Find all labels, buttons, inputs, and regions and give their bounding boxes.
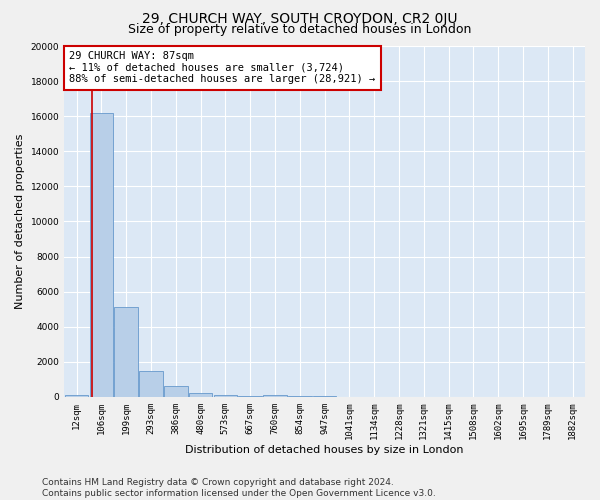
Bar (65, 395, 88, 397)
Text: 29 CHURCH WAY: 87sqm
← 11% of detached houses are smaller (3,724)
88% of semi-de: 29 CHURCH WAY: 87sqm ← 11% of detached h… (70, 52, 376, 84)
Text: Contains HM Land Registry data © Crown copyright and database right 2024.
Contai: Contains HM Land Registry data © Crown c… (42, 478, 436, 498)
Bar (238, 396, 262, 397)
Bar (139, 370, 163, 397)
Bar (313, 396, 337, 397)
Text: 29, CHURCH WAY, SOUTH CROYDON, CR2 0JU: 29, CHURCH WAY, SOUTH CROYDON, CR2 0JU (142, 12, 458, 26)
Bar (115, 308, 138, 397)
X-axis label: Distribution of detached houses by size in London: Distribution of detached houses by size … (185, 445, 464, 455)
Bar (89, 112, 113, 397)
Bar (214, 395, 237, 397)
Bar (288, 396, 311, 397)
Bar (164, 386, 188, 397)
Bar (189, 394, 212, 397)
Bar (263, 395, 287, 397)
Text: Size of property relative to detached houses in London: Size of property relative to detached ho… (128, 22, 472, 36)
Y-axis label: Number of detached properties: Number of detached properties (15, 134, 25, 309)
